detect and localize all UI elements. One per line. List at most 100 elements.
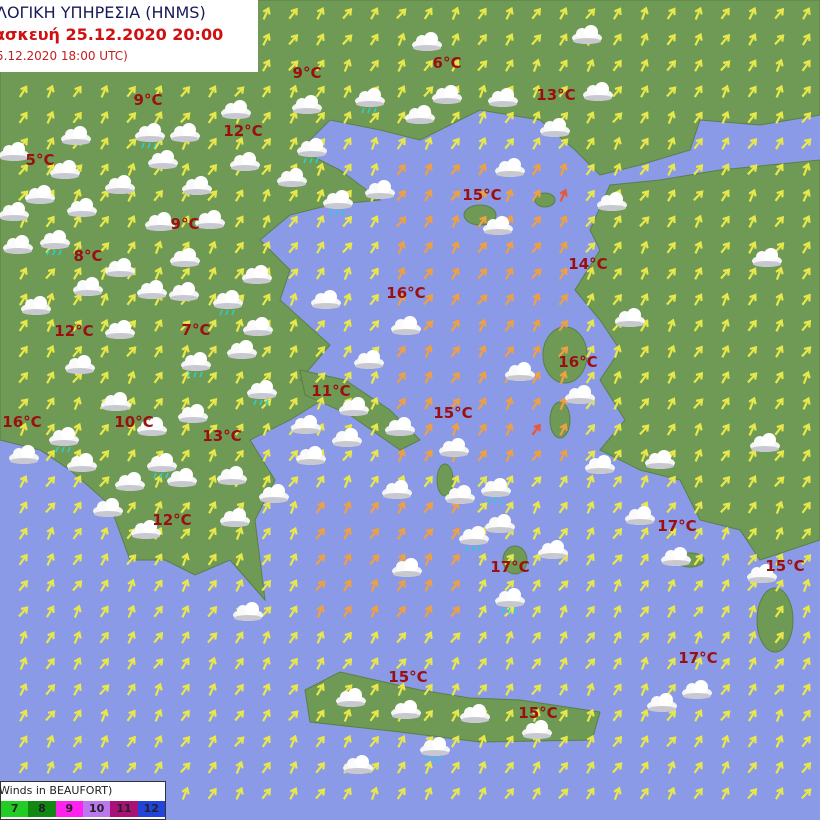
wind-arrow-icon [127, 370, 136, 384]
wind-arrow-icon [693, 164, 704, 176]
wind-arrow-icon [369, 527, 380, 540]
wind-arrow-icon [477, 423, 487, 436]
wind-arrow-icon [72, 111, 82, 124]
wind-arrow-icon [720, 7, 730, 20]
wind-arrow-icon [19, 709, 28, 722]
wind-arrow-icon [531, 34, 542, 46]
wind-arrow-icon [505, 630, 514, 644]
wind-arrow-icon [99, 605, 109, 618]
wind-arrow-icon [585, 787, 595, 800]
cloud-icon [385, 417, 415, 436]
wind-arrow-icon [721, 786, 730, 800]
temperature-label: 17°C [490, 558, 530, 576]
wind-arrow-icon [342, 34, 353, 46]
wind-arrow-icon [585, 345, 595, 358]
cloud-icon [365, 180, 395, 199]
wind-arrow-icon [585, 8, 596, 20]
wind-arrow-icon [666, 528, 677, 540]
wind-arrow-icon [261, 527, 271, 540]
wind-arrow-icon [369, 59, 379, 72]
wind-arrow-icon [612, 241, 622, 254]
wind-arrow-icon [775, 760, 784, 774]
rain-cloud-icon [247, 380, 277, 406]
wind-arrow-icon [612, 683, 622, 696]
wind-arrow-icon [19, 656, 28, 670]
wind-arrow-icon [208, 474, 217, 488]
wind-arrow-icon [639, 787, 649, 800]
wind-arrow-icon [289, 84, 298, 98]
wind-arrow-icon [126, 762, 137, 774]
wind-arrow-icon [559, 188, 568, 202]
wind-arrow-icon [100, 292, 109, 306]
wind-arrow-icon [639, 761, 649, 774]
wind-arrow-icon [153, 605, 163, 618]
wind-arrow-icon [342, 658, 353, 670]
wind-arrow-icon [18, 579, 28, 592]
wind-arrow-icon [397, 500, 406, 514]
wind-arrow-icon [424, 578, 433, 592]
land-rhodes [756, 587, 794, 653]
wind-arrow-icon [423, 449, 433, 462]
valid-time: ασκευή 25.12.2020 20:00 [0, 25, 224, 44]
wind-arrow-icon [126, 85, 136, 98]
wind-arrow-icon [315, 709, 325, 722]
wind-arrow-icon [558, 580, 569, 592]
wind-arrow-icon [154, 682, 163, 696]
wind-arrow-icon [666, 423, 676, 436]
wind-arrow-icon [288, 34, 299, 46]
wind-arrow-icon [154, 111, 163, 124]
wind-arrow-icon [99, 371, 109, 384]
cloud-icon [332, 428, 362, 447]
wind-arrow-icon [19, 501, 28, 514]
wind-arrow-icon [801, 735, 811, 748]
wind-arrow-icon [667, 110, 676, 124]
wind-arrow-icon [262, 448, 271, 462]
cloud-icon [220, 508, 250, 527]
wind-arrow-icon [612, 657, 622, 670]
wind-arrow-icon [99, 215, 109, 228]
wind-arrow-icon [667, 578, 676, 592]
wind-arrow-icon [424, 189, 433, 202]
wind-arrow-icon [127, 162, 136, 176]
wind-arrow-icon [153, 658, 164, 670]
wind-arrow-icon [748, 214, 757, 228]
wind-arrow-icon [748, 241, 757, 254]
wind-arrow-icon [666, 86, 677, 98]
wind-arrow-icon [369, 320, 380, 332]
wind-arrow-icon [316, 241, 325, 254]
wind-arrow-icon [208, 293, 217, 306]
wind-arrow-icon [639, 397, 650, 410]
wind-arrow-icon [289, 760, 298, 774]
wind-arrow-icon [207, 787, 217, 800]
wind-arrow-icon [748, 604, 757, 619]
temperature-label: 7°C [181, 321, 211, 339]
wind-arrow-icon [558, 527, 568, 540]
wind-arrow-icon [369, 475, 379, 488]
wind-arrow-icon [558, 709, 568, 722]
wind-arrow-icon [45, 710, 56, 722]
wind-arrow-icon [181, 344, 190, 358]
wind-arrow-icon [720, 268, 731, 280]
wind-arrow-icon [775, 292, 784, 306]
cloud-icon [291, 415, 321, 434]
wind-arrow-icon [423, 294, 434, 306]
beaufort-legend: Winds in BEAUFORT) 7 8 9 10 11 12 [0, 781, 166, 820]
wind-arrow-icon [342, 215, 353, 228]
wind-arrow-icon [612, 501, 622, 514]
wind-arrow-icon [100, 318, 109, 332]
wind-arrow-icon [451, 293, 460, 306]
wind-arrow-icon [423, 215, 433, 228]
wind-arrow-icon [234, 423, 244, 436]
wind-arrow-icon [748, 6, 757, 20]
wind-arrow-icon [207, 424, 218, 436]
wind-arrow-icon [559, 214, 568, 228]
wind-arrow-icon [559, 370, 568, 385]
cloud-icon [105, 175, 135, 194]
wind-arrow-icon [315, 111, 325, 124]
wind-arrow-icon [585, 189, 595, 202]
wind-arrow-icon [180, 86, 191, 98]
temperature-label: 16°C [386, 284, 426, 302]
cloud-icon [485, 514, 515, 533]
wind-arrow-icon [423, 423, 433, 436]
wind-arrow-icon [585, 579, 595, 592]
